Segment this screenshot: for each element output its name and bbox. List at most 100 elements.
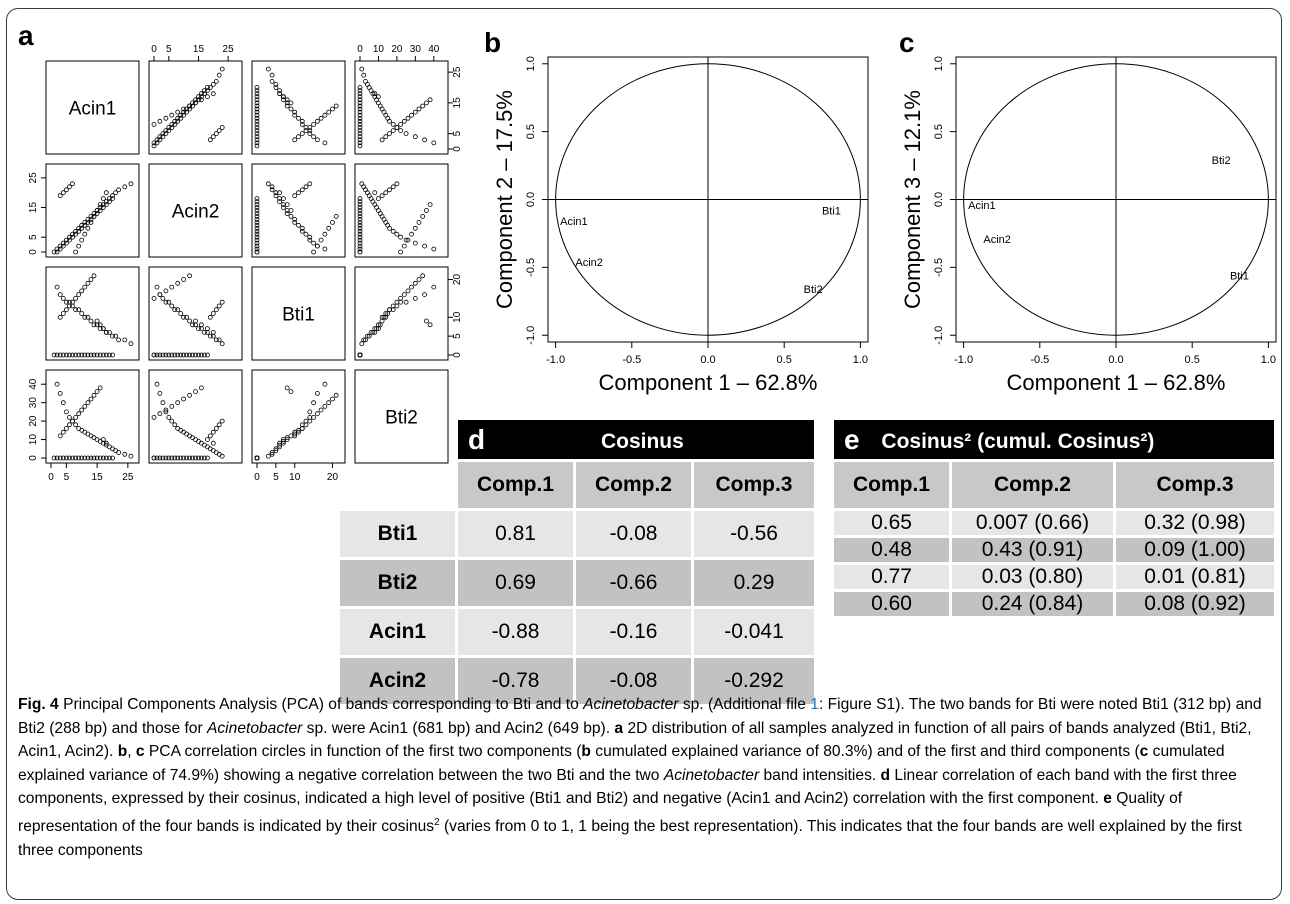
data-point (175, 118, 181, 124)
data-point (198, 94, 204, 100)
x-axis-title: Component 1 – 62.8% (1007, 370, 1226, 395)
data-point (163, 352, 169, 358)
data-point (254, 122, 260, 127)
data-point (280, 438, 286, 444)
data-point (390, 228, 396, 234)
data-point (85, 455, 91, 461)
data-point (409, 284, 415, 290)
data-point (181, 396, 187, 402)
data-point (154, 381, 160, 387)
matrix-cell (251, 369, 346, 464)
data-point (357, 91, 363, 97)
data-point (160, 295, 166, 301)
table-e-col-header: Comp.1 (834, 462, 952, 511)
x-tick-label: 1.0 (1261, 354, 1276, 366)
data-point (326, 225, 332, 231)
data-point (163, 131, 169, 137)
table-cell: -0.041 (694, 609, 814, 658)
caption-text: Quality of representation of the four ba… (18, 790, 1183, 836)
data-point (330, 219, 335, 225)
data-point (163, 288, 169, 294)
table-cell: 0.32 (0.98) (1116, 511, 1275, 538)
data-point (73, 228, 78, 234)
data-point (412, 280, 418, 286)
data-point (175, 307, 181, 313)
data-point (363, 337, 368, 343)
caption-label: Fig. 4 (18, 696, 59, 713)
data-point (169, 112, 175, 118)
data-point (314, 118, 320, 124)
matrix-cell (148, 163, 243, 258)
data-point (314, 390, 320, 396)
data-point (307, 181, 313, 187)
data-point (377, 322, 383, 328)
caption-text: PCA correlation circles in function of t… (144, 743, 582, 761)
data-point (178, 427, 184, 433)
data-point (254, 219, 260, 225)
data-point (60, 243, 66, 249)
x-tick-label: 0.0 (700, 354, 715, 366)
data-point (357, 140, 363, 146)
caption-superscript: 2 (434, 816, 440, 828)
data-point (307, 409, 313, 415)
data-point (60, 455, 66, 461)
data-point (359, 181, 365, 187)
data-point (128, 181, 134, 187)
data-point (333, 213, 339, 219)
data-point (178, 455, 184, 461)
data-point (187, 455, 193, 461)
data-point (269, 184, 275, 190)
panel-letter-e: e (844, 423, 860, 455)
table-cell: 0.43 (0.91) (952, 538, 1116, 565)
additional-file-link[interactable]: 1 (810, 696, 819, 713)
data-point (207, 137, 213, 143)
data-point (110, 455, 115, 461)
data-point (88, 352, 94, 358)
table-cell: 0.09 (1.00) (1116, 538, 1275, 565)
tick-label: 15 (193, 44, 205, 55)
data-point (103, 329, 109, 335)
data-point (151, 455, 157, 461)
data-point (254, 118, 260, 124)
data-point (198, 326, 204, 332)
variable-label: Acin1 (968, 200, 996, 212)
data-point (254, 211, 260, 216)
data-point (288, 100, 294, 106)
tick-label: 10 (28, 434, 39, 446)
data-point (82, 222, 88, 228)
table-cell: 0.08 (0.92) (1116, 592, 1275, 619)
data-point (110, 196, 115, 202)
data-point (284, 97, 290, 103)
data-point (403, 237, 409, 243)
matrix-cell (148, 266, 243, 361)
data-point (169, 125, 175, 130)
data-point (357, 109, 363, 115)
data-point (216, 337, 222, 343)
data-point (184, 106, 190, 112)
caption-panel-ref: b (581, 743, 591, 761)
tick-label: 0 (48, 472, 54, 483)
y-tick-label: 0.0 (525, 192, 537, 207)
data-point (175, 352, 181, 358)
data-point (169, 303, 175, 309)
tick-label: 10 (452, 311, 463, 323)
data-point (357, 199, 363, 205)
data-point (374, 326, 380, 332)
data-point (193, 455, 198, 461)
data-point (207, 85, 213, 90)
data-point (398, 234, 404, 240)
data-point (79, 455, 85, 461)
data-point (364, 333, 370, 339)
table-d-header: d Cosinus (458, 420, 814, 462)
data-point (198, 455, 204, 461)
caption-text: 2D distribution of all samples analyzed … (18, 719, 1252, 761)
caption-text: sp. (Additional file (678, 696, 811, 713)
data-point (216, 422, 222, 428)
data-point (379, 193, 385, 199)
data-point (357, 240, 363, 246)
data-point (151, 122, 157, 127)
data-point (254, 128, 260, 134)
data-point (60, 295, 66, 301)
data-point (187, 103, 193, 109)
data-point (359, 66, 365, 72)
